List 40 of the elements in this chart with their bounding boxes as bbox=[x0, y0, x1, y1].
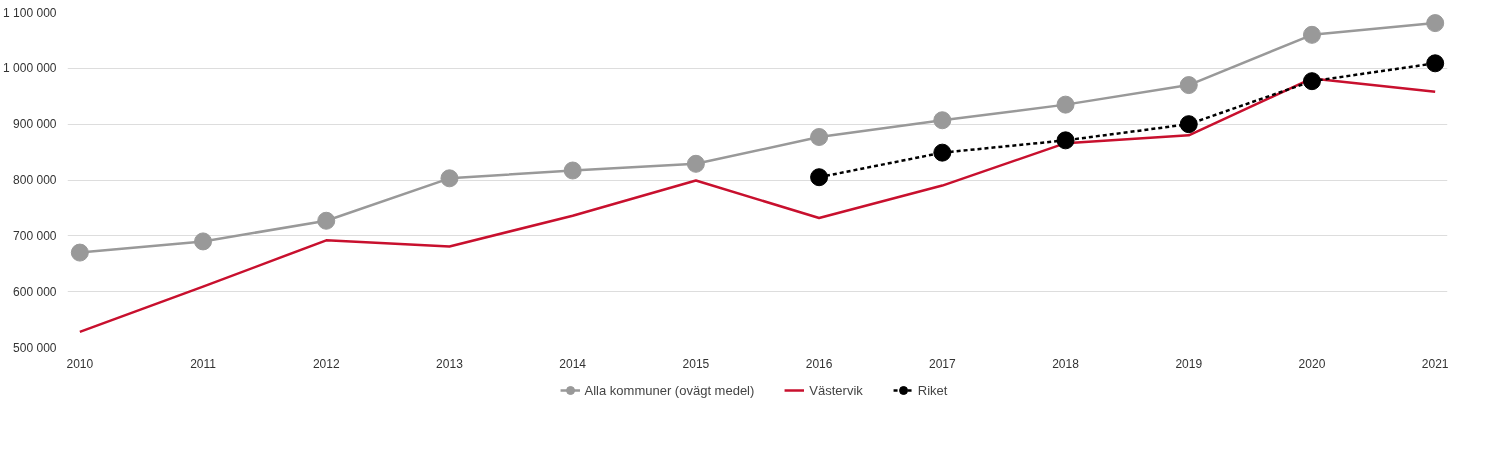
point bbox=[194, 232, 213, 251]
x-tick-label: 2018 bbox=[1052, 356, 1080, 371]
y-tick-label: 900 000 bbox=[13, 117, 57, 132]
point bbox=[70, 243, 89, 262]
legend-label: Alla kommuner (ovägt medel) bbox=[584, 382, 755, 398]
x-tick-label: 2019 bbox=[1175, 356, 1203, 371]
point bbox=[810, 128, 829, 146]
point bbox=[1426, 14, 1445, 33]
point bbox=[933, 143, 952, 162]
x-tick-label: 2015 bbox=[682, 356, 710, 371]
point bbox=[1302, 25, 1321, 44]
x-tick-label: 2016 bbox=[805, 356, 833, 371]
point bbox=[1056, 95, 1075, 114]
point bbox=[1302, 72, 1321, 91]
point bbox=[563, 161, 582, 180]
point bbox=[810, 168, 829, 187]
x-tick-label: 2010 bbox=[66, 356, 94, 371]
point bbox=[1056, 131, 1075, 150]
legend-label: Västervik bbox=[809, 382, 863, 398]
y-tick-label: 500 000 bbox=[13, 340, 57, 355]
point bbox=[1179, 115, 1198, 134]
point bbox=[440, 169, 459, 188]
x-tick-label: 2017 bbox=[928, 356, 956, 371]
y-tick-label: 1 000 000 bbox=[3, 61, 57, 76]
x-tick-label: 2012 bbox=[312, 356, 340, 371]
x-tick-label: 2014 bbox=[559, 356, 587, 371]
x-tick-label: 2013 bbox=[436, 356, 464, 371]
x-tick-label: 2021 bbox=[1421, 356, 1449, 371]
y-tick-label: 700 000 bbox=[13, 228, 57, 243]
x-tick-label: 2020 bbox=[1298, 356, 1326, 371]
legend-label: Riket bbox=[917, 382, 948, 398]
x-tick-label: 2011 bbox=[190, 356, 217, 371]
y-tick-label: 1 100 000 bbox=[3, 5, 57, 20]
y-tick-label: 600 000 bbox=[13, 284, 57, 299]
point bbox=[317, 211, 336, 230]
point bbox=[1426, 54, 1445, 73]
point bbox=[1179, 76, 1198, 95]
y-tick-label: 800 000 bbox=[13, 173, 57, 187]
point bbox=[933, 111, 952, 130]
point bbox=[686, 154, 705, 173]
